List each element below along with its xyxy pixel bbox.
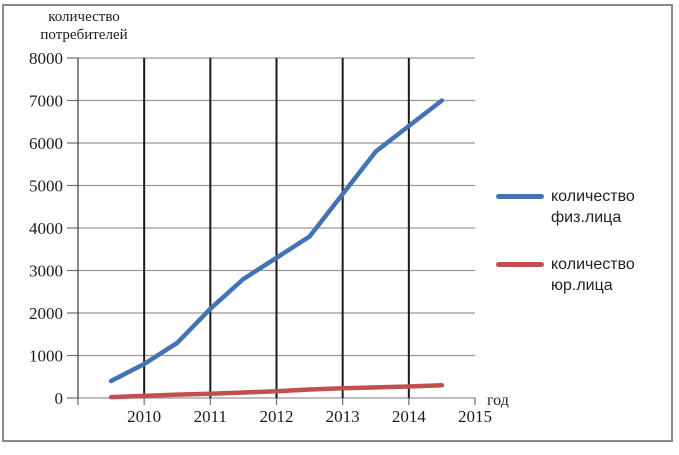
y-tick-label: 5000	[29, 177, 63, 196]
x-tick-label: 2014	[392, 407, 427, 426]
legend-line-red-icon	[496, 262, 544, 267]
y-tick-label: 7000	[29, 92, 63, 111]
y-tick-label: 0	[55, 389, 64, 408]
legend-label-fiz: количество физ.лица	[551, 188, 635, 226]
x-tick-label: 2013	[326, 407, 360, 426]
x-tick-label: 2015	[458, 407, 492, 426]
y-tick-label: 6000	[29, 134, 63, 153]
y-tick-label: 2000	[29, 304, 63, 323]
series-line-0	[108, 98, 445, 384]
y-tick-label: 3000	[29, 262, 63, 281]
legend-line-blue-icon	[496, 194, 544, 199]
y-tick-label: 1000	[29, 347, 63, 366]
legend-item-fiz: количество физ.лица	[496, 186, 657, 228]
x-axis-label: год	[487, 392, 509, 409]
x-tick-label: 2011	[194, 407, 227, 426]
legend-item-yur: количество юр.лица	[496, 254, 657, 296]
y-axis-title: количество потребителей	[40, 9, 128, 43]
legend: количество физ.лица количество юр.лица	[496, 186, 657, 296]
y-tick-label: 8000	[29, 49, 63, 68]
y-tick-label: 4000	[29, 219, 63, 238]
x-tick-label: 2010	[127, 407, 161, 426]
series-line-1	[108, 383, 445, 400]
x-tick-label: 2012	[260, 407, 294, 426]
legend-label-yur: количество юр.лица	[551, 256, 635, 294]
